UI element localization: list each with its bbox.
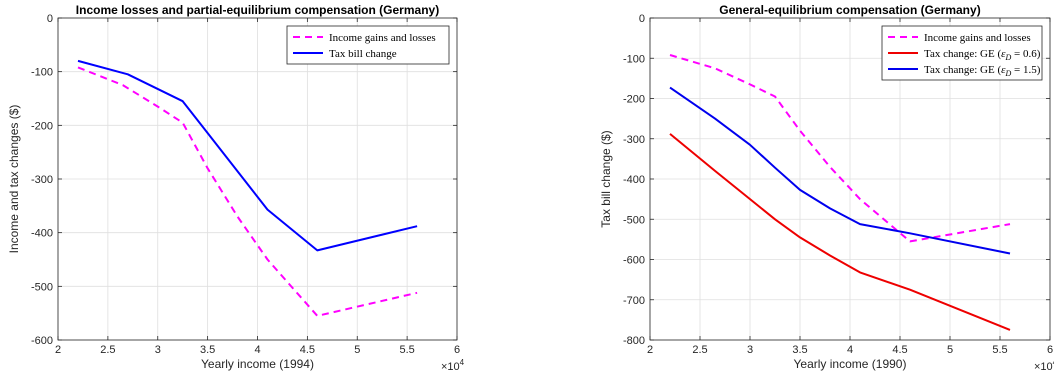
x-tick-label: 3.5: [200, 344, 215, 356]
x-tick-label: 6: [1047, 344, 1053, 356]
y-tick-label: -300: [31, 174, 53, 186]
chart-2: 2 2.5 3 3.5 4 4.5 5 5.5 6 -800 -700 -600 -500 -400 -30…: [599, 3, 1054, 373]
y-tick-label: -500: [31, 281, 53, 293]
y-tick-label: 0: [47, 13, 53, 25]
series-line-1: [77, 66, 418, 317]
x-exponent-label: ×104: [441, 358, 465, 373]
legend-label: Tax change: GE (εD = 1.5): [924, 64, 1041, 78]
x-tick-label: 4.5: [300, 344, 315, 356]
x-axis-label: Yearly income (1994): [201, 357, 314, 371]
legend-label: Income gains and losses: [924, 32, 1031, 44]
y-tick-label: -800: [623, 335, 645, 347]
y-tick-label: -600: [623, 255, 645, 267]
chart-title: Income losses and partial-equilibrium co…: [76, 3, 439, 17]
legend-label: Tax bill change: [329, 48, 397, 60]
y-tick-label: -600: [31, 335, 53, 347]
legend-box: [286, 25, 450, 65]
x-axis-label: Yearly income (1990): [794, 357, 907, 371]
x-tick-label: 4.5: [892, 344, 907, 356]
x-tick-label: 3: [747, 344, 753, 356]
y-tick-label: -500: [623, 214, 645, 226]
y-tick-label: 0: [639, 13, 645, 25]
y-axis-label: Income and tax changes ($): [7, 105, 21, 254]
x-tick-label: 5: [354, 344, 360, 356]
x-tick-label: 4: [847, 344, 853, 356]
y-tick-label: -100: [31, 67, 53, 79]
x-tick-label: 6: [454, 344, 460, 356]
legend-label: Tax change: GE (εD = 0.6): [924, 48, 1041, 62]
y-axis-label: Tax bill change ($): [599, 130, 613, 227]
x-tick-label: 2: [647, 344, 653, 356]
chart-1: 2 2.5 3 3.5 4 4.5 5 5.5 6 -600 -500 -400 -300 -200 -10…: [7, 3, 465, 373]
legend: Income gains and losses Tax bill change: [286, 25, 450, 65]
x-tick-label: 5: [947, 344, 953, 356]
x-tick-label: 3.5: [792, 344, 807, 356]
x-tick-label: 2.5: [692, 344, 707, 356]
legend: Income gains and losses Tax change: GE (ε…: [881, 25, 1043, 81]
y-tick-label: -200: [623, 94, 645, 106]
x-tick-label: 2: [55, 344, 61, 356]
y-tick-label: -300: [623, 134, 645, 146]
x-tick-label: 2.5: [100, 344, 115, 356]
y-tick-label: -100: [623, 53, 645, 65]
series-line-2: [669, 133, 1011, 331]
legend-label: Income gains and losses: [329, 32, 436, 44]
y-tick-label: -200: [31, 120, 53, 132]
y-tick-label: -400: [31, 228, 53, 240]
x-exponent-label: ×104: [1034, 358, 1054, 373]
series-line-2: [77, 59, 418, 252]
x-tick-label: 5.5: [399, 344, 414, 356]
x-tick-label: 3: [155, 344, 161, 356]
x-tick-label: 5.5: [992, 344, 1007, 356]
x-tick-label: 4: [254, 344, 260, 356]
y-tick-label: -700: [623, 295, 645, 307]
y-tick-label: -400: [623, 174, 645, 186]
series-line-1: [669, 54, 1011, 243]
series-line-3: [669, 86, 1011, 255]
chart-title: General-equilibrium compensation (German…: [719, 3, 980, 17]
